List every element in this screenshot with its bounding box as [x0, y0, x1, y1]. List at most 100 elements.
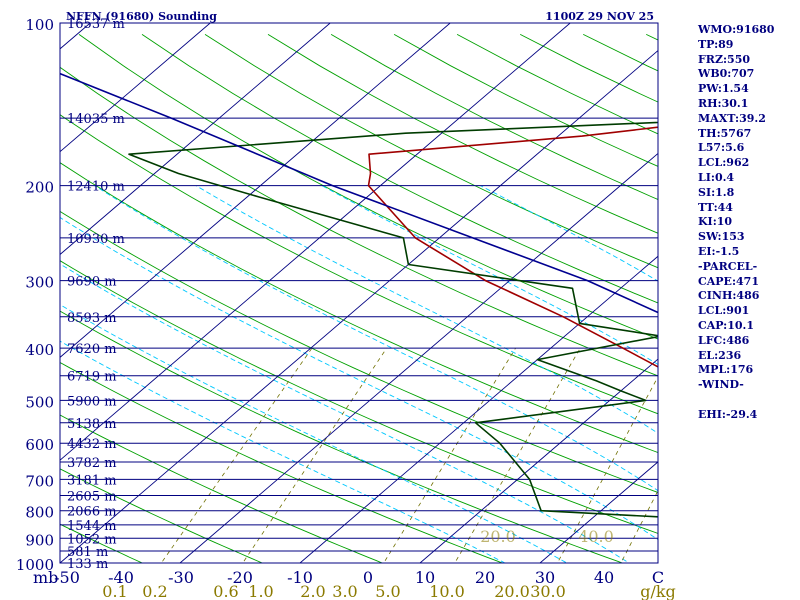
dry-adiabat: [78, 34, 658, 340]
index-item: LCL:962: [698, 156, 750, 170]
series-line-dewpoint: Dewpoint: [128, 121, 658, 518]
index-item: CINH:486: [698, 289, 760, 303]
temperature-tick-label: -10: [287, 568, 313, 587]
height-label: 133 m: [67, 557, 108, 572]
index-item: RH:30.1: [698, 96, 749, 110]
temperature-tick-label: 0: [363, 568, 373, 587]
height-label: 2605 m: [67, 490, 117, 505]
mixing-ratio-label: 30.0: [530, 582, 566, 600]
index-item: SW:153: [698, 230, 745, 244]
index-item: TH:5767: [698, 126, 752, 140]
height-label: 10930 m: [67, 232, 125, 247]
temperature-tick-label: -40: [108, 568, 134, 587]
valid-time: 1100Z 29 NOV 25: [545, 10, 654, 23]
pressure-tick-label: 900: [25, 531, 54, 549]
pressure-tick-label: 200: [25, 179, 54, 197]
index-item: TP:89: [698, 37, 734, 51]
index-item: CAP:10.1: [698, 318, 755, 332]
isotherm: [179, 152, 658, 563]
mixing-ratio-label: 2.0: [300, 582, 325, 600]
mixing-ratio-label: 20.0: [494, 582, 530, 600]
pressure-tick-label: 500: [25, 393, 54, 411]
pressure-tick-label: 1000: [16, 556, 54, 574]
index-item: -WIND-: [698, 378, 744, 392]
dry-adiabat: [60, 310, 624, 563]
mixing-ratio-line: [160, 347, 313, 563]
height-label: 1052 m: [67, 532, 117, 547]
height-label: 3782 m: [67, 456, 117, 471]
index-item: -PARCEL-: [698, 259, 758, 273]
isotherm: [539, 461, 658, 563]
moist-adiabat: [60, 263, 630, 563]
mixing-ratio-label: 0.6: [213, 582, 238, 600]
height-label: 6719 m: [67, 370, 117, 385]
temperature-tick-label: C: [652, 568, 664, 587]
height-label: 16537 m: [67, 17, 125, 32]
index-item: MPL:176: [698, 363, 754, 377]
height-label: 12410 m: [67, 180, 125, 195]
isotherm: [60, 49, 658, 563]
indices-panel: WMO:91680 TP:89 FRZ:550 WB0:707 PW:1.54 RH:30…: [698, 23, 798, 423]
dry-adiabat: [60, 162, 658, 454]
dry-adiabat: [60, 361, 504, 563]
dry-adiabat: [141, 34, 658, 304]
pressure-tick-label: 800: [25, 504, 54, 522]
index-item: PW:1.54: [698, 82, 749, 96]
height-label: 8593 m: [67, 311, 117, 326]
mixing-ratio-label: 1.0: [248, 582, 273, 600]
mixing-ratio-line: [242, 347, 388, 563]
height-label: 14035 m: [67, 112, 125, 127]
pressure-unit-label: mb: [33, 568, 58, 587]
mixing-ratio-label: 10.0: [429, 582, 465, 600]
series-line-temperature: Temperature: [367, 126, 658, 368]
index-item: FRZ:550: [698, 52, 751, 66]
moist-adiabat: [60, 304, 568, 563]
temperature-tick-label: 10: [415, 568, 435, 587]
dry-adiabat: [60, 66, 658, 377]
index-item: LI:0.4: [698, 170, 735, 184]
isotherm: [60, 23, 211, 153]
index-item: [698, 393, 798, 408]
dry-adiabat: [60, 210, 658, 493]
height-label: 1544 m: [67, 519, 117, 534]
temperature-tick-label: 30: [535, 568, 555, 587]
dry-adiabat: [60, 468, 264, 563]
index-item: LCL:901: [698, 304, 750, 318]
height-label: 4432 m: [67, 437, 117, 452]
index-item: KI:10: [698, 215, 733, 229]
index-item: L57:5.6: [698, 141, 745, 155]
mixing-ratio-label: 0.2: [142, 582, 167, 600]
pressure-tick-label: 700: [25, 472, 54, 490]
chart-title: NFFN (91680) Sounding: [66, 10, 217, 23]
index-item: EL:236: [698, 348, 742, 362]
dry-adiabat: [0, 34, 46, 574]
temperature-tick-label: -30: [168, 568, 194, 587]
height-label: 581 m: [67, 545, 108, 560]
pressure-tick-label: 300: [25, 274, 54, 292]
series-line-parcel: Parcel: [60, 72, 658, 314]
index-item: CAPE:471: [698, 274, 759, 288]
index-item: EHI:-29.4: [698, 407, 758, 421]
moist-adiabat: [94, 185, 658, 492]
dry-adiabat: [60, 114, 658, 415]
mixing-ratio-label-inplot: 40.0: [578, 527, 614, 546]
height-label: 3181 m: [67, 473, 117, 488]
mixing-ratio-label: 5.0: [375, 582, 400, 600]
pressure-tick-label: 100: [25, 16, 54, 34]
mixing-ratio-line: [556, 375, 658, 563]
temperature-tick-label: 40: [594, 568, 614, 587]
temperature-tick-label: -20: [227, 568, 253, 587]
index-item: LFC:486: [698, 333, 750, 347]
isotherm: [60, 23, 331, 256]
mixing-ratio-label-inplot: 20.0: [480, 527, 516, 546]
pressure-tick-label: 400: [25, 341, 54, 359]
height-label: 2066 m: [67, 505, 117, 520]
dry-adiabat: [60, 523, 144, 563]
index-item: WMO:91680: [698, 23, 775, 36]
mixing-ratio-unit: g/kg: [640, 582, 676, 600]
isotherm: [60, 23, 451, 358]
index-item: MAXT:39.2: [698, 111, 766, 125]
plot-frame: [59, 22, 659, 564]
